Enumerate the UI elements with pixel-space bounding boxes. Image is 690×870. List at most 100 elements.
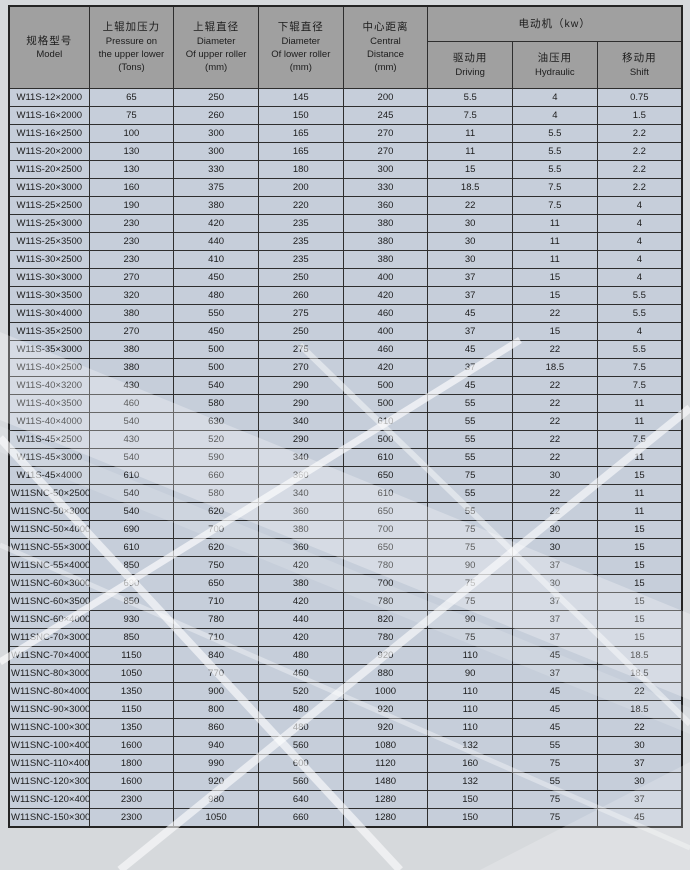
cell-upper-diameter: 990 <box>173 754 259 773</box>
cell-model: W11S-25×3000 <box>8 214 90 233</box>
cell-hydraulic-kw: 30 <box>512 538 598 557</box>
cell-pressure: 540 <box>88 448 175 467</box>
cell-model: W11SNC-150×3000 <box>8 808 90 828</box>
table-row: W11S-40×4000 540 630 340 610 55 22 11 <box>8 412 683 431</box>
cell-central-distance: 780 <box>342 556 429 575</box>
cell-central-distance: 360 <box>342 196 429 215</box>
cell-driving-kw: 110 <box>427 682 514 701</box>
cell-lower-diameter: 290 <box>257 430 344 449</box>
col-header-lower-roller-zh: 下辊直径 <box>277 21 324 34</box>
cell-lower-diameter: 380 <box>257 520 344 539</box>
cell-central-distance: 330 <box>342 178 429 197</box>
cell-upper-diameter: 450 <box>173 322 259 341</box>
cell-central-distance: 650 <box>342 538 429 557</box>
cell-upper-diameter: 450 <box>173 268 259 287</box>
col-header-motor-group: 电动机（kw） <box>427 5 683 43</box>
col-header-central-distance-zh: 中心距离 <box>362 21 409 34</box>
cell-hydraulic-kw: 22 <box>512 502 598 521</box>
cell-upper-diameter: 590 <box>173 448 259 467</box>
cell-upper-diameter: 420 <box>173 214 259 233</box>
col-header-central-distance-en2: Distance <box>367 49 404 61</box>
cell-shift-kw: 30 <box>596 772 683 791</box>
cell-driving-kw: 37 <box>427 322 514 341</box>
col-header-central-distance: 中心距离 Central Distance (mm) <box>342 5 429 89</box>
cell-model: W11S-12×2000 <box>8 88 90 107</box>
cell-model: W11SNC-70×3000 <box>8 628 90 647</box>
cell-lower-diameter: 560 <box>257 772 344 791</box>
cell-driving-kw: 132 <box>427 736 514 755</box>
cell-hydraulic-kw: 75 <box>512 754 598 773</box>
cell-pressure: 270 <box>88 322 175 341</box>
table-row: W11SNC-70×3000 850 710 420 780 75 37 15 <box>8 628 683 647</box>
table-row: W11SNC-100×4000 1600 940 560 1080 132 55 30 <box>8 736 683 755</box>
cell-pressure: 690 <box>88 520 175 539</box>
cell-pressure: 540 <box>88 484 175 503</box>
cell-upper-diameter: 920 <box>173 772 259 791</box>
cell-hydraulic-kw: 37 <box>512 610 598 629</box>
cell-upper-diameter: 780 <box>173 610 259 629</box>
cell-model: W11S-25×3500 <box>8 232 90 251</box>
col-header-driving: 驱动用 Driving <box>427 41 514 89</box>
cell-central-distance: 650 <box>342 502 429 521</box>
cell-model: W11S-45×3000 <box>8 448 90 467</box>
cell-pressure: 850 <box>88 628 175 647</box>
table-row: W11S-30×2500 230 410 235 380 30 11 4 <box>8 250 683 269</box>
cell-model: W11S-20×2500 <box>8 160 90 179</box>
cell-lower-diameter: 290 <box>257 376 344 395</box>
cell-shift-kw: 11 <box>596 412 683 431</box>
col-header-pressure-zh: 上辊加压力 <box>102 21 161 34</box>
cell-driving-kw: 45 <box>427 376 514 395</box>
cell-lower-diameter: 520 <box>257 682 344 701</box>
cell-driving-kw: 15 <box>427 160 514 179</box>
cell-shift-kw: 2.2 <box>596 160 683 179</box>
cell-upper-diameter: 580 <box>173 484 259 503</box>
cell-upper-diameter: 380 <box>173 196 259 215</box>
cell-driving-kw: 11 <box>427 142 514 161</box>
cell-hydraulic-kw: 5.5 <box>512 124 598 143</box>
cell-driving-kw: 75 <box>427 538 514 557</box>
col-header-shift-zh: 移动用 <box>622 52 657 65</box>
cell-upper-diameter: 710 <box>173 592 259 611</box>
cell-pressure: 1600 <box>88 772 175 791</box>
cell-upper-diameter: 260 <box>173 106 259 125</box>
cell-upper-diameter: 480 <box>173 286 259 305</box>
cell-driving-kw: 75 <box>427 520 514 539</box>
cell-hydraulic-kw: 75 <box>512 790 598 809</box>
cell-shift-kw: 15 <box>596 610 683 629</box>
table-row: W11SNC-60×3000 690 650 380 700 75 30 15 <box>8 574 683 593</box>
cell-upper-diameter: 300 <box>173 142 259 161</box>
cell-central-distance: 1000 <box>342 682 429 701</box>
cell-hydraulic-kw: 37 <box>512 628 598 647</box>
cell-hydraulic-kw: 15 <box>512 322 598 341</box>
table-row: W11SNC-60×3500 850 710 420 780 75 37 15 <box>8 592 683 611</box>
cell-upper-diameter: 660 <box>173 466 259 485</box>
cell-model: W11SNC-70×4000 <box>8 646 90 665</box>
cell-pressure: 380 <box>88 358 175 377</box>
cell-central-distance: 1280 <box>342 808 429 828</box>
cell-hydraulic-kw: 37 <box>512 556 598 575</box>
cell-shift-kw: 5.5 <box>596 340 683 359</box>
cell-driving-kw: 55 <box>427 412 514 431</box>
cell-driving-kw: 110 <box>427 646 514 665</box>
cell-model: W11SNC-120×3000 <box>8 772 90 791</box>
cell-hydraulic-kw: 37 <box>512 664 598 683</box>
cell-upper-diameter: 1050 <box>173 808 259 828</box>
cell-lower-diameter: 560 <box>257 736 344 755</box>
cell-central-distance: 610 <box>342 448 429 467</box>
cell-driving-kw: 132 <box>427 772 514 791</box>
cell-lower-diameter: 480 <box>257 646 344 665</box>
cell-central-distance: 920 <box>342 718 429 737</box>
cell-model: W11S-16×2500 <box>8 124 90 143</box>
col-header-pressure: 上辊加压力 Pressure on the upper lower (Tons) <box>88 5 175 89</box>
cell-upper-diameter: 520 <box>173 430 259 449</box>
cell-lower-diameter: 440 <box>257 610 344 629</box>
cell-pressure: 230 <box>88 214 175 233</box>
cell-central-distance: 1120 <box>342 754 429 773</box>
cell-hydraulic-kw: 30 <box>512 574 598 593</box>
table-row: W11S-30×3000 270 450 250 400 37 15 4 <box>8 268 683 287</box>
cell-shift-kw: 5.5 <box>596 286 683 305</box>
cell-pressure: 690 <box>88 574 175 593</box>
cell-model: W11S-20×3000 <box>8 178 90 197</box>
col-header-model-zh: 规格型号 <box>26 34 73 47</box>
cell-central-distance: 700 <box>342 520 429 539</box>
